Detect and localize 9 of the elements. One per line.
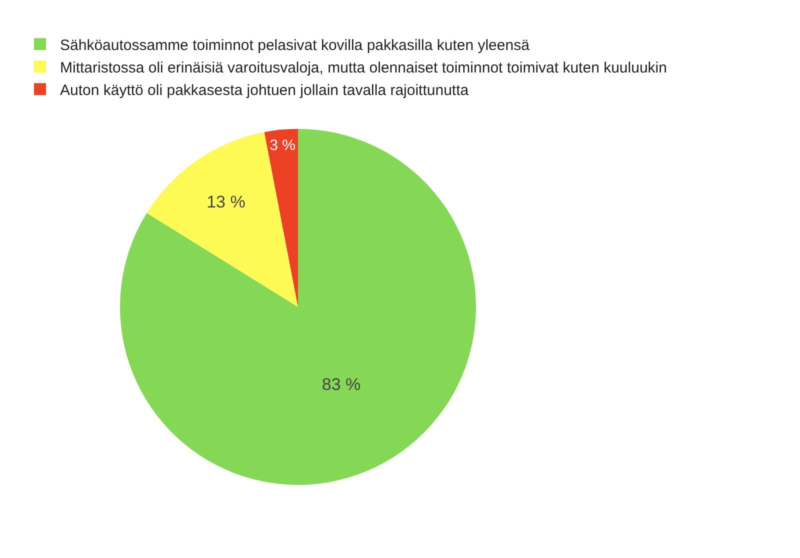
legend-label: Sähköautossamme toiminnot pelasivat kovilla pakkasilla kuten yleensä <box>60 37 530 54</box>
legend-label: Mittaristossa oli erinäisiä varoitusvaloja, mutta olennaiset toiminnot toimivat kuten kuuluukin <box>60 60 667 76</box>
pie-slice <box>120 128 476 485</box>
pie-slice <box>264 128 298 307</box>
data-label: 3 % <box>270 136 296 154</box>
legend-label: Auton käyttö oli pakkasesta johtuen jollain tavalla rajoittunutta <box>60 82 470 99</box>
data-label: 13 % <box>206 192 246 212</box>
data-label: 83 % <box>322 375 361 394</box>
pie-slice <box>146 132 298 307</box>
